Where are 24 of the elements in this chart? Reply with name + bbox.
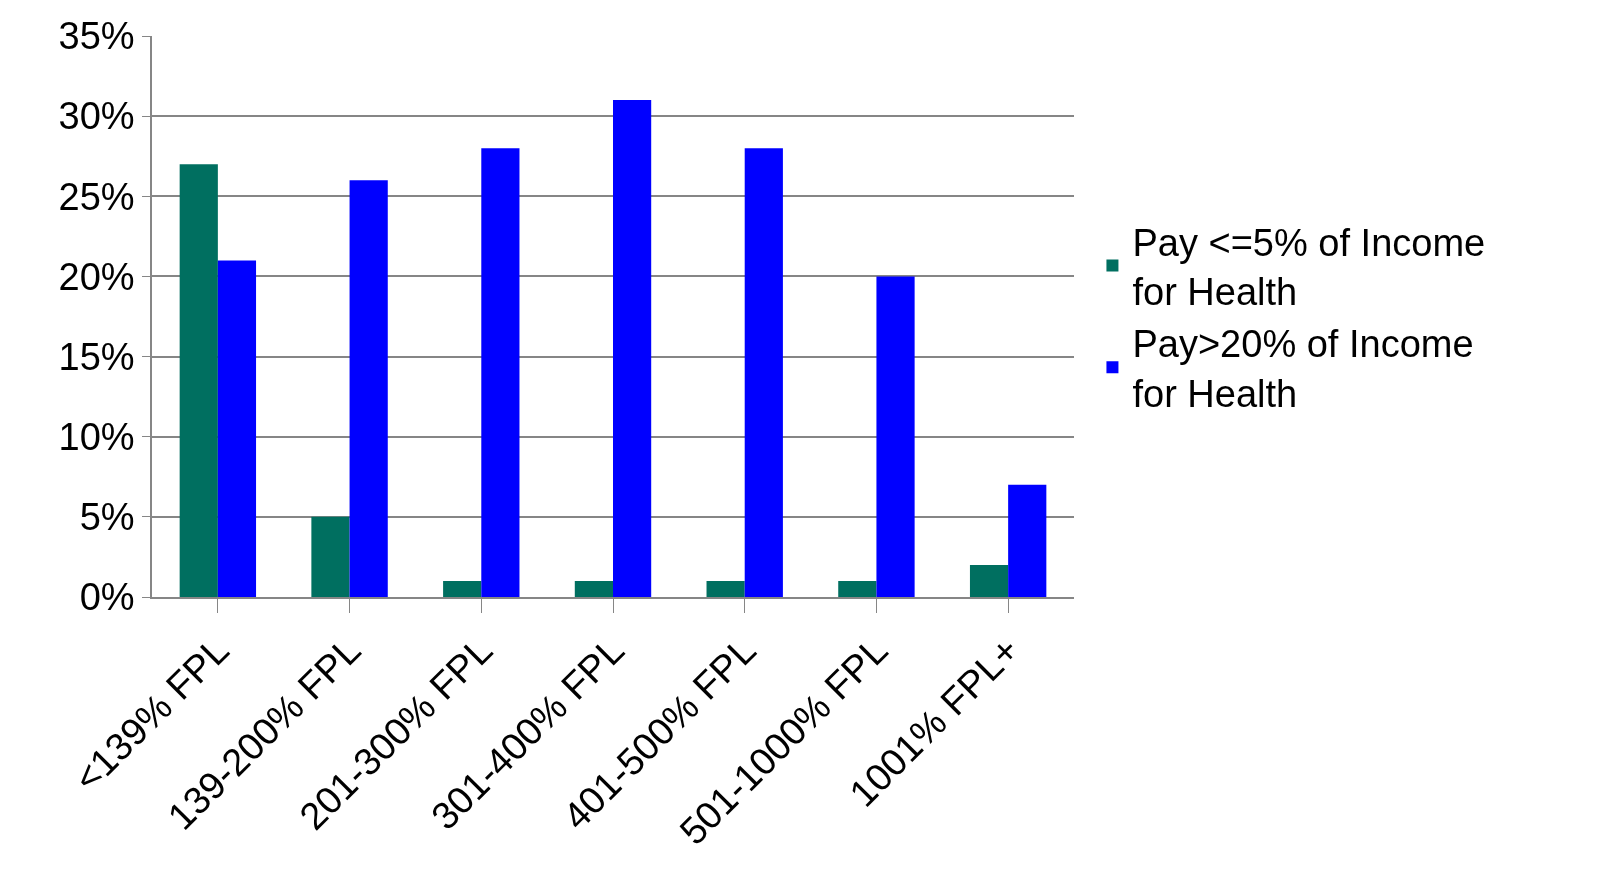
bar (744, 148, 783, 597)
y-tick-label: 20% (58, 255, 135, 298)
legend-label: Pay>20% of Income for Health (1132, 323, 1474, 415)
y-tick-label: 25% (58, 175, 135, 218)
y-tick-label: 30% (58, 95, 135, 138)
bar (838, 580, 877, 597)
y-tick-label: 35% (58, 15, 135, 58)
bar (876, 276, 915, 597)
y-tick-label: 10% (58, 416, 135, 459)
bar (481, 148, 520, 597)
bar (443, 580, 482, 597)
bar (217, 260, 257, 597)
y-tick-label: 0% (79, 576, 135, 619)
bar (349, 180, 388, 597)
y-tick-label: 15% (58, 335, 135, 378)
bar (574, 580, 613, 597)
bar (706, 580, 745, 597)
y-tick-label: 5% (79, 496, 135, 539)
bar (969, 564, 1009, 597)
bar (179, 164, 218, 597)
bar (311, 516, 350, 597)
bar (1008, 484, 1047, 597)
bar (613, 100, 652, 597)
legend-label: Pay <=5% of Income for Health (1132, 221, 1486, 313)
